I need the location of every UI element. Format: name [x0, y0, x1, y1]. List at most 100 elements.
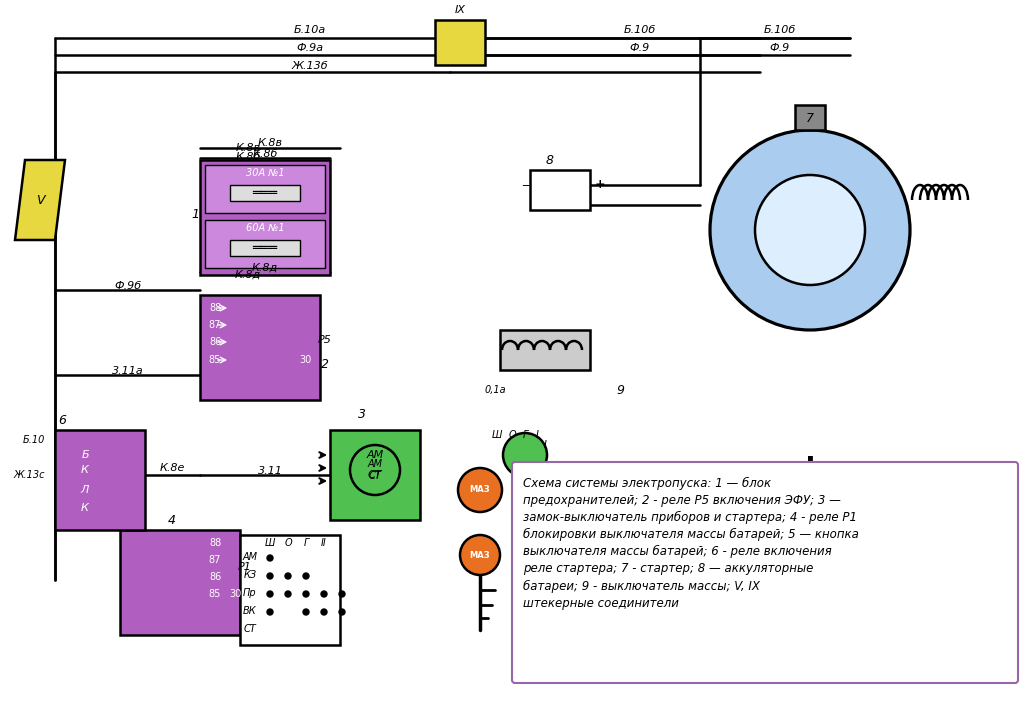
- Text: 0,1а: 0,1а: [484, 385, 506, 395]
- Text: I: I: [544, 440, 547, 450]
- Text: МАЗ: МАЗ: [470, 486, 490, 494]
- Text: 30А №1: 30А №1: [246, 168, 285, 178]
- Text: Схема системы электропуска: 1 — блок
предохранителей; 2 - реле Р5 включения ЭФУ;: Схема системы электропуска: 1 — блок пре…: [523, 477, 859, 610]
- Circle shape: [321, 609, 327, 615]
- Text: 87: 87: [209, 320, 221, 330]
- Text: К.8в: К.8в: [257, 138, 283, 148]
- FancyBboxPatch shape: [512, 462, 1018, 683]
- Bar: [120, 530, 240, 635]
- Text: 3.11а: 3.11а: [112, 366, 144, 376]
- Circle shape: [460, 535, 500, 575]
- Circle shape: [303, 591, 309, 597]
- Circle shape: [267, 555, 273, 561]
- Text: ─: ─: [521, 180, 528, 190]
- Text: Ш: Ш: [492, 430, 502, 440]
- Text: 2: 2: [321, 358, 329, 372]
- Circle shape: [710, 130, 910, 330]
- Text: Ж.13б: Ж.13б: [292, 61, 329, 71]
- Text: Б.10б: Б.10б: [624, 25, 656, 35]
- Text: К.8б: К.8б: [236, 152, 261, 162]
- Bar: [500, 330, 590, 370]
- Text: Б.10б: Б.10б: [764, 25, 796, 35]
- Text: V: V: [36, 193, 44, 207]
- Text: Ф.9: Ф.9: [770, 43, 791, 53]
- Bar: [230, 185, 300, 201]
- Text: Р5: Р5: [318, 335, 332, 345]
- Circle shape: [285, 591, 291, 597]
- Text: 30: 30: [299, 355, 311, 365]
- Text: 3: 3: [358, 409, 366, 421]
- Text: АМ: АМ: [243, 552, 257, 562]
- Text: 30: 30: [229, 589, 241, 599]
- Circle shape: [285, 573, 291, 579]
- Bar: [435, 20, 485, 65]
- Text: Л: Л: [81, 485, 89, 495]
- Circle shape: [458, 468, 502, 512]
- Text: К.8в: К.8в: [236, 143, 260, 153]
- Polygon shape: [15, 160, 65, 240]
- Text: К: К: [81, 465, 89, 475]
- Circle shape: [303, 573, 309, 579]
- Circle shape: [503, 433, 547, 477]
- Circle shape: [267, 609, 273, 615]
- Text: 87: 87: [209, 555, 221, 565]
- Text: К.8б: К.8б: [252, 149, 278, 159]
- Text: Ш: Ш: [265, 538, 275, 548]
- Text: 88: 88: [209, 538, 221, 548]
- Bar: [330, 430, 420, 520]
- Circle shape: [339, 591, 345, 597]
- Bar: [200, 295, 319, 400]
- Circle shape: [267, 573, 273, 579]
- Text: Ф.9а: Ф.9а: [296, 43, 324, 53]
- Bar: [795, 105, 825, 130]
- Text: I: I: [536, 430, 539, 440]
- Bar: [530, 170, 590, 210]
- Text: 1: 1: [191, 208, 199, 222]
- Text: 85: 85: [209, 355, 221, 365]
- Circle shape: [267, 591, 273, 597]
- Text: О: О: [508, 430, 516, 440]
- Text: К: К: [81, 503, 89, 513]
- Text: АМ
СТ: АМ СТ: [368, 459, 383, 481]
- Bar: [230, 240, 300, 256]
- Text: К.8е: К.8е: [160, 463, 184, 473]
- Text: 88: 88: [209, 303, 221, 313]
- Text: ═══: ═══: [253, 241, 278, 255]
- Text: 3.11: 3.11: [258, 466, 283, 476]
- Text: Б.10: Б.10: [23, 435, 45, 445]
- Text: 7: 7: [806, 111, 814, 125]
- Text: ВК: ВК: [243, 606, 257, 616]
- Text: IX: IX: [455, 5, 466, 15]
- Circle shape: [755, 175, 865, 285]
- Text: +: +: [595, 179, 605, 191]
- Circle shape: [303, 609, 309, 615]
- Text: 4: 4: [168, 514, 176, 526]
- Text: 85: 85: [209, 589, 221, 599]
- Text: 9: 9: [616, 383, 624, 397]
- Text: МАЗ: МАЗ: [470, 550, 490, 559]
- Text: 60А №1: 60А №1: [246, 223, 285, 233]
- Circle shape: [350, 445, 400, 495]
- Text: Ф.9: Ф.9: [630, 43, 650, 53]
- Text: 86: 86: [209, 572, 221, 582]
- Bar: [205, 165, 325, 213]
- Bar: [200, 160, 330, 275]
- Bar: [240, 535, 340, 645]
- Text: Г: Г: [303, 538, 308, 548]
- Text: Пр: Пр: [243, 588, 257, 598]
- Text: КЗ: КЗ: [244, 570, 257, 580]
- Text: СТ: СТ: [368, 470, 382, 480]
- Circle shape: [339, 609, 345, 615]
- Bar: [55, 430, 145, 530]
- Text: СТ: СТ: [244, 624, 256, 634]
- Text: О: О: [285, 538, 292, 548]
- Bar: [205, 220, 325, 268]
- Text: К.8д: К.8д: [252, 263, 279, 273]
- Text: Б: Б: [81, 450, 89, 460]
- Text: Г: Г: [522, 430, 527, 440]
- Text: К.8д: К.8д: [234, 270, 261, 280]
- Text: 6: 6: [58, 414, 66, 426]
- Text: +: +: [793, 450, 827, 492]
- Text: Ж.13с: Ж.13с: [13, 470, 45, 480]
- Text: II: II: [322, 538, 327, 548]
